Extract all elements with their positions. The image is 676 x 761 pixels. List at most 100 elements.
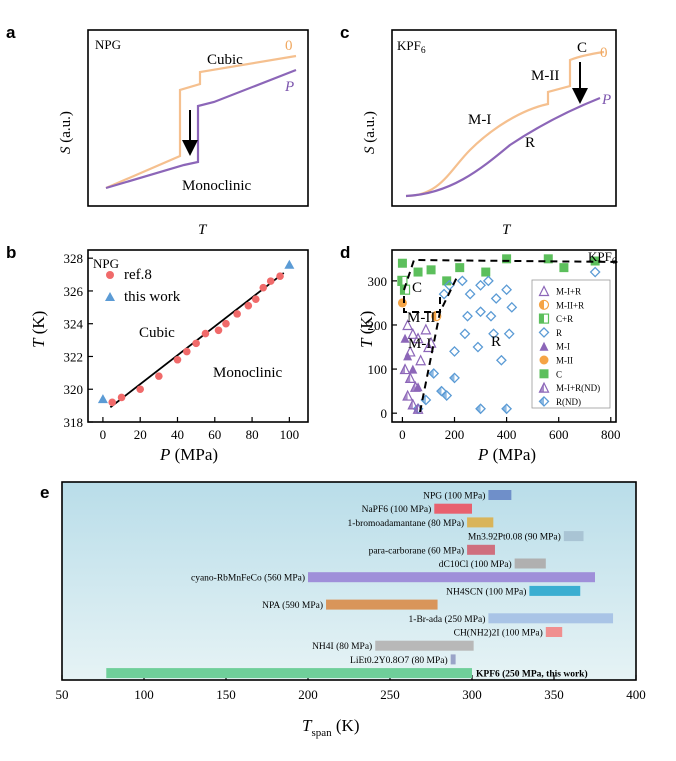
panel-e-bar-label: cyano-RbMnFeCo (560 MPa) [191, 573, 305, 584]
panel-d-xtick-label: 800 [601, 427, 621, 442]
panel-label-a: a [6, 23, 16, 42]
panel-b-ticks: 0 20 40 60 80 100 318 320 322 324 326 328 [64, 251, 300, 442]
panel-e-bar [308, 572, 595, 583]
panel-b-point-ref [155, 372, 163, 380]
panel-d-point-r [503, 328, 515, 340]
panel-d-legend-marker-fill [539, 300, 544, 310]
panel-d-xtick-label: 400 [497, 427, 517, 442]
panel-a-p-label: P [284, 79, 294, 95]
panel-label-c: c [340, 23, 349, 42]
panel-label-d: d [340, 243, 350, 262]
panel-e-bar-label: CH(NH2)2I (100 MPa) [454, 628, 543, 639]
panel-c-zero-label: 0 [600, 45, 608, 61]
panel-d-legend-label: M-I [556, 342, 570, 352]
panel-d-point-r [506, 301, 518, 313]
panel-b: NPG 0 20 40 60 80 100 318 320 322 324 326 328 ref.8… [29, 249, 309, 464]
panel-d-legend-label: C [556, 369, 562, 379]
panel-c-curve-0 [405, 50, 605, 198]
panel-e-bar [467, 544, 495, 555]
panel-a-zero-label: 0 [285, 38, 293, 54]
panel-d-xtick-label: 600 [549, 427, 569, 442]
panel-a-cubic-label: Cubic [207, 52, 243, 68]
panel-d-point-c [426, 265, 436, 275]
panel-e-xtick-label: 350 [544, 687, 564, 702]
panel-a: NPG Cubic Monoclinic 0 P S (a.u.) T [58, 29, 309, 238]
panel-b-cubic-label: Cubic [139, 325, 175, 341]
panel-d-point-m-i [403, 351, 413, 361]
panel-d-point-r-nd- [441, 390, 453, 401]
panel-e-bar [488, 490, 512, 500]
panel-b-point-ref [173, 355, 182, 364]
panel-d-point-m-i [413, 382, 423, 392]
panel-d-point-m-i [408, 364, 418, 374]
panel-d-point-m-i-r [407, 327, 419, 339]
panel-d-point-m-ii [397, 298, 407, 308]
panel-d-boundary-mii [403, 296, 441, 313]
panel-label-e: e [40, 483, 49, 502]
panel-d-ytick-label: 100 [368, 362, 388, 377]
panel-d-R-label: R [491, 334, 501, 350]
panel-b-point-ref [201, 329, 210, 338]
panel-b-mono-label: Monoclinic [213, 365, 282, 381]
panel-d-point-r [488, 328, 500, 340]
panel-b-ytick-label: 322 [64, 349, 84, 364]
panel-e-bar [488, 613, 614, 624]
panel-b-point-this-work [97, 394, 108, 404]
panel-b-legend-ref: ref.8 [124, 267, 152, 283]
panel-c-R-label: R [525, 135, 535, 151]
panel-d-legend: M-I+R M-II+R C+R R M-I M-II C M-I+R(ND) R(ND) [531, 279, 611, 409]
panel-e-bar-label: NaPF6 (100 MPa) [362, 504, 432, 515]
panel-d-point-m-i-r [422, 341, 434, 353]
panel-d-point-m-i-r-nd- [407, 398, 419, 410]
panel-c-ylabel: S (a.u.) [362, 111, 378, 154]
panel-d-boundary-mi [419, 274, 459, 413]
panel-d-point-r-nd--fill [502, 404, 507, 414]
panel-d-ytick-label: 0 [381, 406, 388, 421]
panel-e-bar-label: NPA (590 MPa) [262, 600, 323, 611]
panel-e-bar-label: KPF6 (250 MPa, this work) [476, 669, 588, 680]
panel-d-legend-label: M-I+R(ND) [556, 383, 600, 393]
panel-d-ytick-label: 300 [368, 274, 388, 289]
panel-d-point-r-nd--fill [421, 395, 426, 405]
panel-d-point-c [481, 267, 491, 277]
panel-b-xtick-label: 100 [280, 427, 300, 442]
panel-b-ytick-label: 324 [64, 317, 84, 332]
panel-d-point-r [482, 275, 494, 287]
panel-e-bar-label: dC10Cl (100 MPa) [439, 559, 512, 570]
panel-c-MII-label: M-II [531, 68, 559, 84]
panel-c-MI-label: M-I [468, 112, 491, 128]
panel-b-ylabel: T (K) [29, 311, 48, 348]
panel-d-legend-marker [539, 355, 549, 365]
panel-d-point-m-i [400, 333, 410, 343]
panel-e-bar [106, 668, 472, 679]
panel-e-bars: NPG (100 MPa) NaPF6 (100 MPa) 1-bromoadama… [106, 490, 614, 680]
panel-d-xlabel: P (MPa) [477, 445, 536, 464]
panel-d-legend-marker [539, 369, 549, 379]
panel-b-point-ref [276, 272, 284, 281]
panel-d-point-c [397, 258, 407, 268]
panel-e-bar-label: NH4I (80 MPa) [312, 641, 372, 652]
panel-e-xtick-label: 200 [298, 687, 318, 702]
panel-e-xtick-label: 100 [134, 687, 154, 702]
panel-e-bar [467, 517, 494, 528]
panel-d-legend-label: C+R [556, 314, 573, 324]
panel-d-C-label: C [412, 280, 422, 296]
panel-b-marks [97, 259, 295, 408]
panel-e-bar [529, 585, 581, 596]
panel-d-point-r [472, 341, 484, 353]
panel-d-legend-marker-fill [539, 396, 544, 406]
panel-d-xtick-label: 200 [445, 427, 465, 442]
panel-e-bar [326, 599, 438, 610]
panel-e-bar-label: LiEt0.2Y0.8O7 (80 MPa) [350, 655, 448, 666]
panel-c-frame [391, 29, 617, 207]
panel-c: KPF6 C 0 M-II M-I R P S (a.u.) T [362, 29, 617, 238]
panel-d-point-r [475, 306, 486, 318]
panel-d-point-r [501, 284, 513, 296]
panel-d-MII-label: M-II [407, 310, 435, 326]
panel-e-bar-label: NH4SCN (100 MPa) [446, 586, 526, 597]
panel-d-point-r [475, 279, 486, 291]
panel-d-point-m-ii-r-fill [431, 311, 437, 321]
panel-b-ytick-label: 320 [64, 382, 84, 397]
panel-a-curve-p [105, 68, 297, 190]
